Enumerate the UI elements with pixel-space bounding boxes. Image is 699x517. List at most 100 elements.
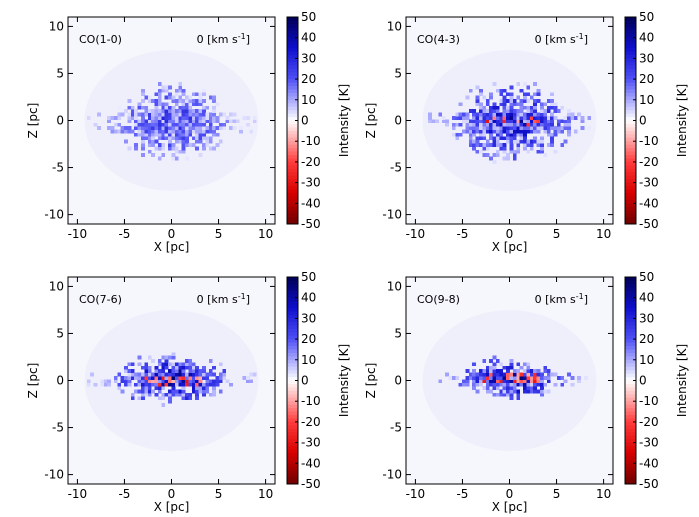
colorbar-segment bbox=[287, 155, 298, 159]
heatmap-cell bbox=[526, 143, 531, 147]
heatmap-cell bbox=[195, 109, 199, 113]
heatmap-cell bbox=[178, 389, 183, 394]
heatmap-cell bbox=[472, 126, 477, 130]
colorbar-tick-label: -30 bbox=[301, 436, 321, 450]
heatmap-cell bbox=[472, 122, 477, 127]
heatmap-cell bbox=[161, 355, 166, 360]
heatmap-cell bbox=[533, 389, 537, 394]
heatmap-cell bbox=[482, 146, 487, 151]
heatmap-cell bbox=[495, 119, 500, 124]
heatmap-cell bbox=[512, 369, 517, 373]
colorbar-segment bbox=[625, 34, 636, 39]
heatmap-cell bbox=[506, 129, 510, 134]
heatmap-cell bbox=[185, 102, 189, 107]
heatmap-cell bbox=[201, 386, 206, 390]
heatmap-cell bbox=[147, 126, 152, 130]
heatmap-cell bbox=[185, 112, 189, 117]
colorbar-tick-label: -40 bbox=[639, 456, 659, 470]
heatmap-cell bbox=[516, 122, 521, 127]
heatmap-cell bbox=[185, 99, 189, 103]
heatmap-cell bbox=[485, 386, 490, 390]
x-tick-label: 10 bbox=[258, 227, 273, 241]
heatmap-cell bbox=[546, 143, 551, 147]
heatmap-cell bbox=[468, 132, 473, 137]
heatmap-cell bbox=[188, 365, 193, 370]
heatmap-cell bbox=[181, 392, 186, 397]
colorbar-segment bbox=[625, 213, 636, 218]
heatmap-cell bbox=[499, 392, 504, 397]
heatmap-cell bbox=[157, 119, 162, 124]
heatmap-cell bbox=[485, 99, 490, 103]
heatmap-cell bbox=[191, 372, 196, 377]
colorbar-segment bbox=[287, 72, 298, 77]
heatmap-cell bbox=[499, 146, 504, 151]
heatmap-cell bbox=[205, 105, 210, 110]
heatmap-cell bbox=[543, 102, 548, 107]
heatmap-cell bbox=[502, 136, 507, 141]
heatmap-cell bbox=[529, 95, 534, 100]
colorbar-label: Intensity [K] bbox=[675, 84, 689, 157]
heatmap-cell bbox=[434, 119, 439, 124]
heatmap-cell bbox=[550, 115, 554, 120]
y-tick-label: -5 bbox=[52, 161, 64, 175]
heatmap-cell bbox=[147, 132, 152, 137]
heatmap-cell bbox=[529, 143, 534, 147]
heatmap-cell bbox=[137, 362, 142, 367]
heatmap-cell bbox=[550, 99, 554, 103]
heatmap-cell bbox=[543, 389, 548, 394]
heatmap-cell bbox=[198, 126, 203, 130]
heatmap-cell bbox=[462, 379, 466, 384]
heatmap-cell bbox=[208, 95, 213, 100]
heatmap-cell bbox=[218, 389, 223, 394]
heatmap-cell bbox=[543, 122, 548, 127]
heatmap-cell bbox=[171, 156, 176, 161]
colorbar-tick-label: -50 bbox=[301, 477, 321, 491]
heatmap-cell bbox=[472, 109, 477, 113]
heatmap-cell bbox=[212, 119, 216, 124]
heatmap-cell bbox=[151, 389, 155, 394]
y-tick-label: -10 bbox=[382, 468, 402, 482]
heatmap-cell bbox=[502, 102, 507, 107]
heatmap-cell bbox=[147, 386, 152, 390]
heatmap-cell bbox=[100, 379, 105, 384]
heatmap-cell bbox=[458, 112, 463, 117]
heatmap-cell bbox=[523, 136, 527, 141]
heatmap-cell bbox=[519, 88, 524, 93]
heatmap-cell bbox=[198, 115, 203, 120]
colorbar-segment bbox=[625, 117, 636, 121]
heatmap-cell bbox=[154, 126, 159, 130]
colorbar-segment bbox=[287, 442, 298, 447]
heatmap-cell bbox=[512, 153, 517, 158]
heatmap-cell bbox=[465, 369, 470, 373]
colorbar-segment bbox=[625, 473, 636, 478]
heatmap-cell bbox=[212, 372, 216, 377]
heatmap-cell bbox=[181, 136, 186, 141]
heatmap-cell bbox=[506, 126, 510, 130]
heatmap-cell bbox=[195, 112, 199, 117]
heatmap-cell bbox=[174, 122, 179, 127]
colorbar-segment bbox=[287, 148, 298, 153]
heatmap-cell bbox=[198, 99, 203, 103]
heatmap-cell bbox=[144, 95, 149, 100]
heatmap-cell bbox=[178, 119, 183, 124]
colorbar-tick-label: 0 bbox=[639, 374, 647, 388]
colorbar-segment bbox=[625, 308, 636, 312]
heatmap-cell bbox=[168, 132, 172, 137]
heatmap-cell bbox=[523, 99, 527, 103]
heatmap-cell bbox=[127, 379, 132, 384]
heatmap-cell bbox=[475, 149, 480, 154]
heatmap-cell bbox=[198, 369, 203, 373]
colorbar-segment bbox=[287, 287, 298, 292]
heatmap-cell bbox=[120, 112, 125, 117]
heatmap-cell bbox=[164, 126, 169, 130]
heatmap-cell bbox=[479, 372, 483, 377]
heatmap-cell bbox=[502, 126, 507, 130]
heatmap-cell bbox=[550, 143, 554, 147]
colorbar-segment bbox=[625, 314, 636, 319]
heatmap-cell bbox=[539, 122, 544, 127]
heatmap-cell bbox=[130, 372, 135, 377]
heatmap-cell bbox=[499, 112, 504, 117]
heatmap-cell bbox=[195, 136, 199, 141]
heatmap-cell bbox=[185, 382, 189, 387]
